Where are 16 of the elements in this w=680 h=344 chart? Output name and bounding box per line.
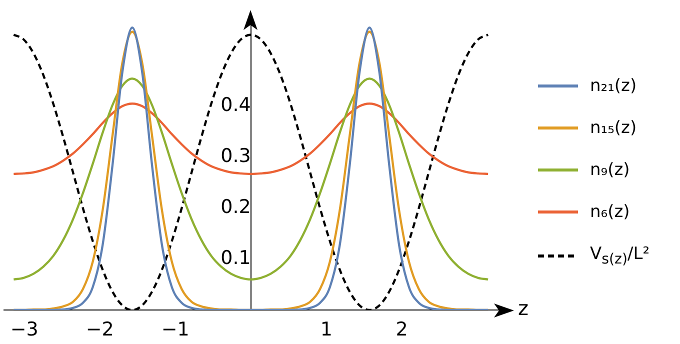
x-tick-label: 2 — [396, 318, 408, 340]
legend-label: n₉(z) — [590, 160, 630, 180]
legend-label: n₁₅(z) — [590, 118, 637, 138]
y-tick-label: 0.3 — [220, 145, 251, 168]
y-tick-label: 0.1 — [220, 246, 251, 269]
y-tick-label: 0.4 — [220, 94, 251, 116]
legend-label: V$_{s(z)}$/L² — [590, 244, 650, 268]
legend-label: n₂₁(z) — [590, 76, 637, 96]
line-series — [12, 78, 490, 281]
x-tick-label: 1 — [320, 318, 332, 340]
x-tick-label: −3 — [10, 318, 38, 340]
x-axis-title: z — [518, 296, 528, 320]
x-tick-label: −2 — [86, 318, 114, 340]
legend-label: n₆(z) — [590, 202, 630, 222]
x-tick-label: −1 — [161, 318, 190, 340]
y-tick-label: 0.2 — [220, 196, 251, 218]
